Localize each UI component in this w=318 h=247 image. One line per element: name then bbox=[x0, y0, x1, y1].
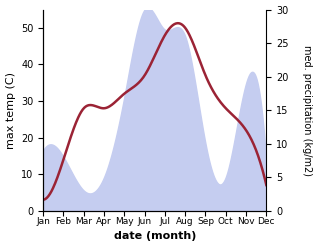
X-axis label: date (month): date (month) bbox=[114, 231, 196, 242]
Y-axis label: max temp (C): max temp (C) bbox=[5, 72, 16, 149]
Y-axis label: med. precipitation (kg/m2): med. precipitation (kg/m2) bbox=[302, 45, 313, 176]
